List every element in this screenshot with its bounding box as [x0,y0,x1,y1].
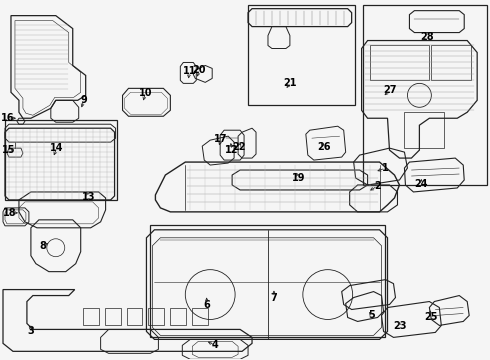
Text: 13: 13 [82,192,96,202]
Text: 19: 19 [292,173,306,183]
Bar [126,307,143,325]
Text: 27: 27 [383,85,396,95]
Bar [369,45,429,80]
Text: 2: 2 [374,181,381,191]
Text: 1: 1 [382,163,389,173]
Text: 6: 6 [204,300,211,310]
Bar [248,5,355,105]
Bar [431,45,471,80]
Text: 9: 9 [80,95,87,105]
Text: 23: 23 [394,321,407,332]
Text: 7: 7 [270,293,277,302]
Text: 16: 16 [1,113,15,123]
Text: 25: 25 [425,312,438,323]
Text: 26: 26 [317,142,331,152]
Text: 3: 3 [27,327,34,336]
Text: 4: 4 [212,340,219,350]
Bar [148,307,164,325]
Text: 15: 15 [2,145,16,155]
Text: 5: 5 [368,310,375,320]
Bar [192,307,208,325]
Bar [83,307,98,325]
Bar [150,225,385,337]
Text: 14: 14 [50,143,64,153]
Text: 17: 17 [215,134,228,144]
Text: 24: 24 [415,179,428,189]
Text: 8: 8 [39,241,46,251]
Bar [104,307,121,325]
Text: 10: 10 [139,88,152,98]
Text: 22: 22 [232,142,246,152]
Text: 18: 18 [3,208,17,218]
Bar [404,112,444,148]
Text: 12: 12 [225,145,239,155]
Bar [5,120,117,200]
Text: 20: 20 [193,66,206,76]
Text: 11: 11 [183,67,196,76]
Bar [171,307,186,325]
Text: 21: 21 [283,78,296,88]
Bar [363,5,487,185]
Text: 28: 28 [420,32,434,41]
